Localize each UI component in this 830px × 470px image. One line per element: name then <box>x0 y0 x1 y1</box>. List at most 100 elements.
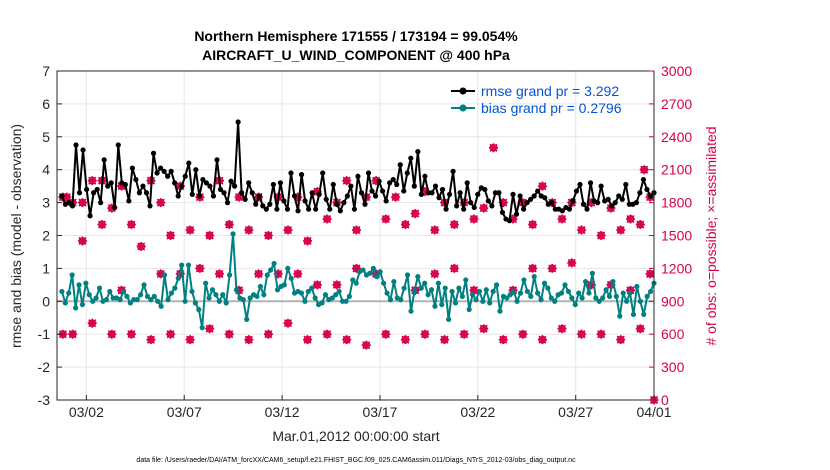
rmse-point <box>559 208 565 214</box>
obs-assimilated-marker <box>322 214 332 224</box>
bias-point <box>367 270 373 276</box>
bias-point <box>531 274 537 280</box>
obs-assimilated-marker <box>332 280 342 290</box>
rmse-point <box>115 142 121 148</box>
rmse-point <box>598 183 604 189</box>
rmse-point <box>161 168 167 174</box>
rmse-point <box>133 176 139 183</box>
rmse-point <box>253 201 259 207</box>
bias-point <box>473 297 479 303</box>
bias-point <box>603 287 609 293</box>
rmse-point <box>210 193 217 199</box>
bias-point <box>281 282 287 288</box>
bias-point <box>148 297 154 303</box>
rmse-point <box>108 180 114 186</box>
bias-point <box>206 295 212 301</box>
y-tick-label-right: 3000 <box>661 63 692 79</box>
bias-point <box>346 293 352 299</box>
bias-point <box>226 272 233 278</box>
obs-assimilated-marker <box>626 285 636 295</box>
obs-assimilated-marker <box>586 198 596 208</box>
x-axis-label: Mar.01,2012 00:00:00 start <box>272 428 439 444</box>
obs-assimilated-marker <box>469 285 479 295</box>
rmse-point <box>231 183 238 189</box>
bias-point <box>69 272 75 278</box>
rmse-point <box>101 157 107 163</box>
bias-point <box>333 292 339 298</box>
rmse-point <box>157 165 164 171</box>
rmse-point <box>542 195 548 201</box>
rmse-point <box>454 203 460 209</box>
y-tick-label-left: 7 <box>42 63 50 79</box>
bias-point <box>377 269 383 275</box>
bias-point <box>165 297 171 303</box>
bias-point <box>117 297 123 303</box>
obs-assimilated-marker <box>185 225 195 235</box>
rmse-point <box>87 213 93 219</box>
bias-point <box>175 275 181 281</box>
bias-point <box>572 301 578 308</box>
bias-point <box>353 280 359 286</box>
x-tick-label: 03/22 <box>460 404 495 420</box>
rmse-point <box>175 193 181 199</box>
bias-point <box>422 280 428 286</box>
rmse-point <box>623 181 629 188</box>
bias-point <box>538 297 544 303</box>
y-tick-label-right: 2700 <box>661 96 692 112</box>
bias-point <box>470 292 476 298</box>
rmse-point <box>380 188 386 194</box>
rmse-point <box>291 193 298 199</box>
obs-assimilated-marker <box>351 225 361 235</box>
bias-point <box>439 301 445 308</box>
bias-point <box>103 297 109 303</box>
bias-point <box>517 290 524 296</box>
bias-point <box>514 298 520 304</box>
bias-point <box>151 293 157 299</box>
obs-assimilated-marker <box>224 220 234 230</box>
bias-point <box>59 288 65 295</box>
rmse-point <box>633 200 639 206</box>
y-tick-label-left: 0 <box>42 293 50 309</box>
rmse-point <box>66 200 72 206</box>
rmse-point <box>415 149 421 155</box>
bias-point <box>507 292 513 298</box>
bias-point <box>452 300 459 306</box>
bias-point <box>138 292 144 298</box>
legend-rmse-label: rmse grand pr = 3.292 <box>481 83 619 99</box>
bias-point <box>582 278 589 285</box>
rmse-point <box>249 190 255 196</box>
bias-point <box>634 283 640 290</box>
bias-point <box>511 288 517 295</box>
bias-point <box>144 293 151 299</box>
obs-assimilated-marker <box>303 236 313 246</box>
bias-point <box>480 298 486 304</box>
rmse-point <box>390 176 396 183</box>
rmse-point <box>295 208 301 214</box>
bias-point <box>524 288 530 295</box>
bias-point <box>456 285 462 291</box>
bias-point <box>134 297 140 303</box>
bias-point <box>415 274 421 280</box>
bias-point <box>107 288 113 295</box>
obs-assimilated-marker <box>77 198 87 208</box>
rmse-point <box>482 186 488 193</box>
rmse-point <box>327 206 333 212</box>
rmse-point <box>595 200 601 206</box>
data-file-footnote: data file: /Users/raeder/DAI/ATM_forcXX/… <box>136 457 576 464</box>
rmse-point <box>80 147 86 153</box>
rmse-point <box>496 190 502 196</box>
bias-point <box>600 295 606 301</box>
rmse-point <box>351 206 358 212</box>
obs-assimilated-marker <box>205 231 215 240</box>
bias-point <box>432 303 438 309</box>
rmse-point <box>647 193 654 199</box>
bias-point <box>446 316 452 322</box>
obs-assimilated-marker <box>312 280 322 290</box>
rmse-point <box>136 190 143 196</box>
obs-assimilated-marker <box>381 329 391 339</box>
bias-point <box>562 282 568 288</box>
bias-point <box>288 275 294 281</box>
y-tick-label-left: 1 <box>42 260 50 276</box>
bias-point <box>466 306 472 313</box>
